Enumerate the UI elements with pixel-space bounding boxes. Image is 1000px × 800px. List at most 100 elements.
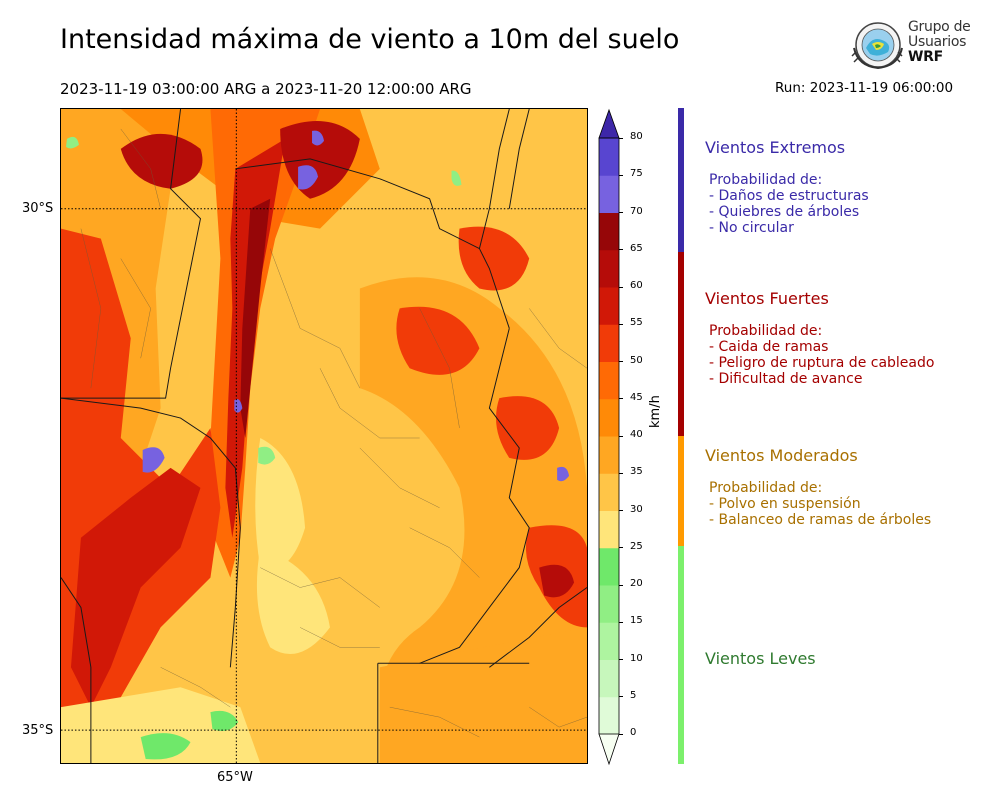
wind-zone-30-center — [255, 437, 306, 570]
colorbar-tick-label: 60 — [630, 280, 643, 291]
category-bar-moderados — [678, 436, 684, 546]
colorbar-tick-label: 50 — [630, 354, 643, 366]
colorbar-tick-mark — [619, 174, 623, 176]
category-description-moderados: Probabilidad de: - Polvo en suspensión - B… — [709, 480, 931, 528]
category-description-extremos: Probabilidad de: - Daños de estructuras - … — [709, 172, 869, 236]
colorbar-tick-mark — [619, 696, 623, 698]
colorbar-tick-mark — [619, 212, 623, 213]
run-timestamp: Run: 2023-11-19 06:00:00 — [775, 80, 954, 96]
wind-zone-55-65-ridge — [225, 138, 286, 538]
colorbar-tick-mark — [619, 137, 623, 139]
colorbar-tick-mark — [619, 398, 623, 400]
category-bar-leves — [678, 546, 684, 764]
colorbar-tick-mark — [619, 621, 623, 623]
wind-zone-20-south-2 — [210, 710, 239, 731]
colorbar-segment — [599, 361, 619, 400]
wind-zone-30-mid — [256, 547, 330, 654]
colorbar-tick-label: 45 — [630, 391, 643, 403]
colorbar-tick-mark — [619, 472, 623, 474]
colorbar-tick-mark — [619, 435, 623, 437]
colorbar-segment — [599, 249, 619, 288]
colorbar-tick-label: 0 — [630, 727, 637, 738]
category-description-line: - Quiebres de árboles — [709, 204, 860, 220]
category-description-line: - Dificultad de avance — [709, 371, 863, 387]
category-bar-extremos — [678, 108, 684, 252]
colorbar-tick-label: 35 — [630, 466, 643, 478]
colorbar-tick-label: 70 — [630, 205, 643, 217]
colorbar-tick-label: 25 — [630, 540, 643, 552]
colorbar-segment — [599, 473, 619, 511]
forecast-period: 2023-11-19 03:00:00 ARG a 2023-11-20 12:… — [60, 80, 472, 98]
category-description-line: Probabilidad de: — [709, 480, 823, 496]
colorbar-tick-mark — [619, 584, 623, 586]
category-description-line: - Balanceo de ramas de árboles — [709, 512, 932, 528]
category-description-line: Probabilidad de: — [709, 323, 823, 339]
colorbar-tick-label: 65 — [630, 242, 643, 254]
wind-zone-50-east — [458, 226, 530, 291]
category-description-line: - Peligro de ruptura de cableado — [709, 355, 935, 371]
colorbar-segment — [599, 324, 619, 362]
category-description-line: Probabilidad de: — [709, 172, 823, 188]
lon-label-65w: 65°W — [217, 770, 253, 785]
category-title-fuertes: Vientos Fuertes — [705, 289, 829, 308]
colorbar-tick-mark — [619, 659, 623, 660]
wrf-logo-icon — [851, 22, 903, 70]
wind-zone-55-65-west — [70, 467, 201, 708]
colorbar-tick-mark — [619, 286, 623, 288]
wind-zone-30-south — [61, 687, 261, 763]
colorbar-tick-label: 15 — [630, 615, 643, 627]
wind-zone-65-ridge — [240, 198, 271, 438]
category-description-line: - Daños de estructuras — [709, 188, 869, 204]
colorbar-tick-label: 5 — [630, 689, 637, 701]
colorbar-segment — [599, 622, 619, 660]
colorbar-segment — [599, 547, 619, 586]
logo-line-3: WRF — [908, 49, 943, 65]
wind-zone-50-east-3 — [496, 396, 560, 460]
wind-zone-20-ne — [451, 170, 462, 186]
category-bar-fuertes — [678, 252, 684, 436]
wind-zone-70-north — [298, 165, 319, 190]
logo-line-2: Usuarios — [908, 34, 967, 50]
category-description-fuertes: Probabilidad de: - Caida de ramas - Peligr… — [709, 323, 934, 387]
wind-zone-50-east-2 — [396, 306, 480, 375]
colorbar-tick-mark — [619, 323, 623, 325]
category-description-line: - Polvo en suspensión — [709, 496, 861, 512]
colorbar-tick-label: 10 — [630, 652, 643, 664]
colorbar-tick-label: 80 — [630, 131, 643, 142]
colorbar-extend-min — [598, 733, 620, 766]
colorbar-segment — [599, 696, 619, 735]
colorbar-segment — [599, 138, 619, 176]
department-boundaries — [80, 128, 587, 738]
wind-zone-20-center — [258, 446, 276, 465]
colorbar-unit-label: km/h — [648, 395, 663, 428]
wind-zone-70-north-2 — [312, 130, 324, 146]
colorbar-tick-label: 20 — [630, 578, 643, 589]
map-title: Intensidad máxima de viento a 10m del su… — [60, 24, 680, 55]
colorbar-tick-mark — [619, 361, 623, 362]
logo-line-1: Grupo de — [908, 19, 971, 35]
colorbar-tick-mark — [619, 510, 623, 511]
colorbar-tick-label: 40 — [630, 429, 643, 440]
colorbar — [598, 108, 620, 766]
wind-zone-35-40-se — [379, 627, 587, 763]
colorbar-segment — [599, 585, 619, 623]
wind-map — [60, 108, 588, 764]
colorbar-tick-mark — [619, 733, 623, 735]
category-title-moderados: Vientos Moderados — [705, 446, 858, 465]
wind-zone-60-east — [539, 564, 575, 598]
lat-label-30s: 30°S — [22, 201, 54, 216]
category-title-extremos: Vientos Extremos — [705, 138, 846, 157]
colorbar-segment — [599, 175, 619, 213]
wind-zone-70-east — [557, 466, 570, 482]
colorbar-segment — [599, 436, 619, 474]
colorbar-tick-mark — [619, 249, 623, 251]
wind-zone-70-west — [142, 447, 165, 473]
colorbar-segment — [599, 659, 619, 698]
logo-text: Grupo de Usuarios WRF — [908, 19, 971, 65]
category-description-line: - No circular — [709, 220, 794, 236]
colorbar-segment — [599, 212, 619, 251]
colorbar-segment — [599, 287, 619, 325]
map-gridlines — [61, 109, 587, 763]
colorbar-tick-mark — [619, 547, 623, 549]
colorbar-segment — [599, 510, 619, 549]
